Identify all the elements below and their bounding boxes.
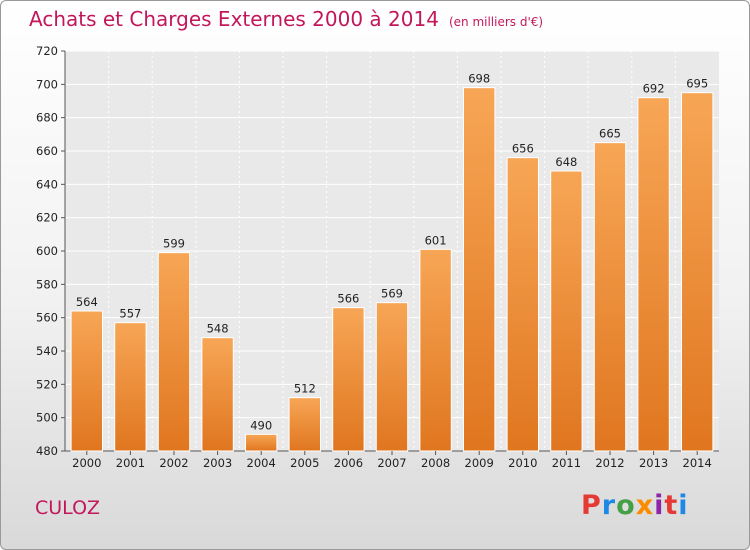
data-label: 548	[207, 322, 229, 336]
chart-title: Achats et Charges Externes 2000 à 2014	[29, 7, 439, 31]
logo-letter: o	[616, 490, 636, 521]
x-tick-label: 2011	[552, 456, 581, 470]
bar	[463, 87, 496, 452]
x-tick-label: 2003	[203, 456, 232, 470]
data-label: 665	[599, 127, 621, 141]
chart-subtitle: (en milliers d'€)	[448, 15, 544, 29]
x-tick-label: 2005	[290, 456, 319, 470]
logo-letter: P	[581, 490, 602, 521]
y-tick-label: 480	[36, 444, 58, 458]
y-tick-label: 720	[36, 44, 58, 58]
data-label: 564	[76, 295, 98, 309]
data-label: 656	[512, 142, 534, 156]
data-label: 601	[425, 233, 447, 247]
data-label: 698	[468, 72, 490, 86]
bar	[637, 97, 670, 452]
bar	[332, 307, 365, 452]
x-tick-label: 2008	[421, 456, 450, 470]
proxiti-logo: Proxiti	[581, 490, 689, 521]
data-label: 512	[294, 382, 316, 396]
bar	[201, 337, 234, 452]
x-tick-label: 2006	[334, 456, 363, 470]
bar	[593, 142, 627, 452]
y-tick-label: 700	[36, 77, 58, 91]
data-label: 695	[686, 77, 708, 91]
logo-letter: t	[664, 490, 679, 521]
y-tick-label: 680	[36, 111, 58, 125]
bar	[114, 322, 147, 452]
bar	[245, 433, 278, 452]
y-tick-label: 520	[36, 377, 58, 391]
x-tick-label: 2004	[247, 456, 276, 470]
bar	[419, 248, 452, 452]
data-label: 569	[381, 287, 403, 301]
y-tick-label: 540	[36, 344, 58, 358]
x-tick-label: 2002	[159, 456, 188, 470]
x-tick-label: 2014	[683, 456, 712, 470]
bar	[288, 397, 321, 452]
bar	[375, 302, 409, 452]
x-tick-label: 2000	[72, 456, 101, 470]
x-tick-label: 2010	[508, 456, 537, 470]
y-tick-label: 600	[36, 244, 58, 258]
data-label: 490	[250, 418, 272, 432]
y-tick-label: 620	[36, 211, 58, 225]
y-tick-label: 500	[36, 411, 58, 425]
bar	[550, 170, 583, 452]
data-label: 692	[643, 82, 665, 96]
logo-letter: r	[601, 490, 617, 521]
chart-title-block: Achats et Charges Externes 2000 à 2014 (e…	[29, 7, 543, 31]
bar	[70, 310, 103, 452]
logo-letter: i	[678, 490, 689, 521]
x-tick-label: 2001	[116, 456, 145, 470]
x-tick-label: 2012	[595, 456, 624, 470]
y-tick-label: 560	[36, 311, 58, 325]
logo-letter: i	[654, 490, 665, 521]
bar	[157, 252, 191, 452]
y-tick-label: 640	[36, 177, 58, 191]
logo-letter: x	[635, 490, 655, 521]
data-label: 557	[119, 307, 141, 321]
data-label: 566	[337, 292, 359, 306]
bar	[681, 92, 714, 452]
data-label: 599	[163, 237, 185, 251]
y-tick-label: 660	[36, 144, 58, 158]
bar	[506, 157, 539, 452]
x-tick-label: 2009	[465, 456, 494, 470]
location-label: CULOZ	[35, 497, 101, 519]
x-tick-label: 2007	[377, 456, 406, 470]
data-label: 648	[555, 155, 577, 169]
y-tick-label: 580	[36, 277, 58, 291]
x-tick-label: 2013	[639, 456, 668, 470]
